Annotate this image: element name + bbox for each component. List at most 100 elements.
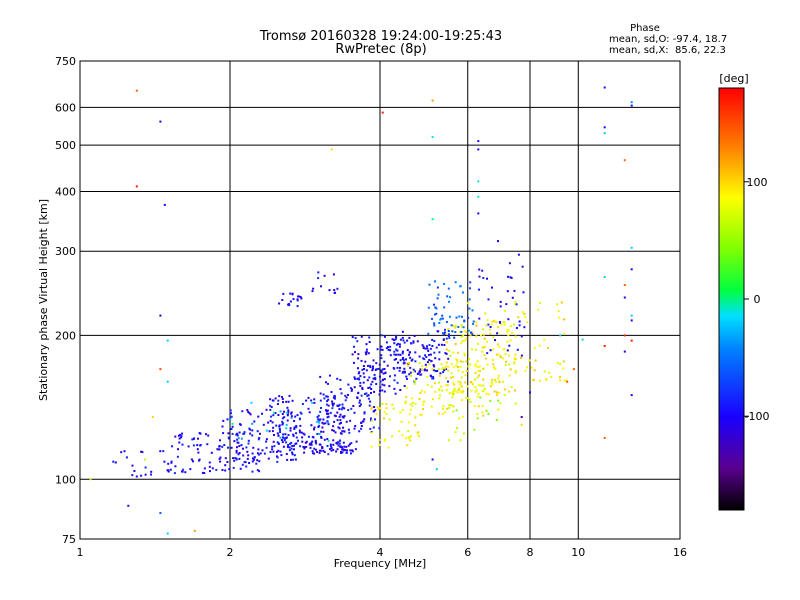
data-point — [192, 460, 194, 463]
data-point — [478, 288, 480, 291]
data-point — [338, 415, 341, 418]
data-point — [434, 370, 437, 373]
data-point — [338, 427, 341, 430]
data-point — [271, 445, 274, 448]
data-point — [493, 319, 496, 322]
data-point — [277, 442, 280, 445]
data-point — [282, 436, 285, 439]
data-point — [273, 434, 275, 436]
data-point — [435, 468, 438, 471]
data-point — [267, 421, 270, 424]
data-point — [437, 343, 440, 346]
data-point — [361, 388, 364, 390]
data-point — [290, 411, 293, 414]
data-point — [257, 415, 260, 418]
data-point — [509, 368, 512, 371]
data-point — [476, 376, 479, 379]
data-point — [367, 387, 370, 389]
data-point — [334, 291, 336, 294]
data-point — [455, 316, 458, 319]
data-point — [300, 431, 303, 434]
data-point — [354, 448, 357, 451]
y-axis-title: Stationary phase Virtual Height [km] — [37, 199, 50, 401]
data-point — [257, 438, 260, 441]
data-point — [416, 432, 419, 435]
data-point — [297, 439, 299, 442]
data-point — [333, 414, 336, 417]
data-point — [477, 212, 480, 215]
data-point — [515, 303, 518, 306]
data-point — [486, 352, 489, 355]
data-point — [353, 376, 356, 379]
data-point — [335, 450, 338, 453]
data-point — [504, 353, 507, 356]
data-point — [510, 385, 513, 388]
data-point — [486, 340, 488, 343]
data-point — [333, 289, 336, 291]
data-point — [177, 434, 180, 437]
data-point — [503, 323, 506, 326]
data-point — [414, 416, 417, 419]
data-point — [460, 324, 463, 327]
data-point — [135, 475, 138, 478]
data-point — [354, 337, 357, 340]
data-point — [556, 303, 559, 306]
data-point — [459, 381, 462, 384]
data-point — [383, 378, 386, 381]
data-point — [276, 450, 278, 453]
data-point — [414, 424, 417, 427]
data-point — [326, 416, 329, 419]
data-point — [424, 363, 427, 366]
data-point — [325, 412, 328, 415]
data-point — [358, 399, 361, 402]
y-tick-label: 75 — [62, 533, 76, 546]
data-point — [482, 378, 485, 381]
data-point — [438, 351, 441, 354]
data-point — [433, 340, 436, 343]
data-point — [285, 453, 288, 455]
data-point — [187, 445, 190, 448]
data-point — [487, 393, 490, 396]
data-point — [248, 462, 251, 464]
data-point — [159, 314, 162, 317]
data-point — [353, 345, 355, 348]
data-point — [462, 326, 465, 329]
data-point — [251, 460, 254, 463]
data-point — [347, 409, 350, 411]
data-point — [427, 306, 430, 309]
data-point — [406, 378, 408, 380]
data-point — [374, 376, 377, 379]
data-point — [337, 426, 340, 429]
data-point — [114, 461, 117, 464]
data-point — [623, 350, 626, 353]
data-point — [455, 409, 458, 412]
data-point — [434, 280, 436, 283]
data-point — [221, 469, 224, 471]
data-point — [462, 390, 465, 393]
data-point — [392, 407, 395, 410]
data-point — [282, 292, 285, 295]
data-point — [280, 454, 283, 457]
data-point — [444, 411, 447, 414]
data-point — [482, 346, 485, 349]
data-point — [529, 391, 531, 394]
x-tick-label: 4 — [377, 546, 384, 559]
data-point — [296, 305, 299, 308]
data-point — [333, 402, 335, 405]
data-point — [340, 421, 342, 424]
data-point — [419, 373, 422, 376]
data-point — [496, 393, 498, 396]
data-point — [292, 433, 295, 436]
data-point — [211, 467, 214, 470]
data-point — [492, 336, 495, 339]
data-point — [435, 346, 438, 349]
data-point — [471, 381, 473, 384]
colorbar: [deg] 100 0 -100 — [718, 72, 769, 511]
data-point — [276, 456, 279, 459]
data-point — [359, 384, 362, 387]
data-point — [433, 303, 435, 306]
data-point — [559, 379, 562, 382]
data-point — [311, 450, 314, 453]
data-point — [441, 317, 444, 320]
data-point — [331, 407, 334, 410]
